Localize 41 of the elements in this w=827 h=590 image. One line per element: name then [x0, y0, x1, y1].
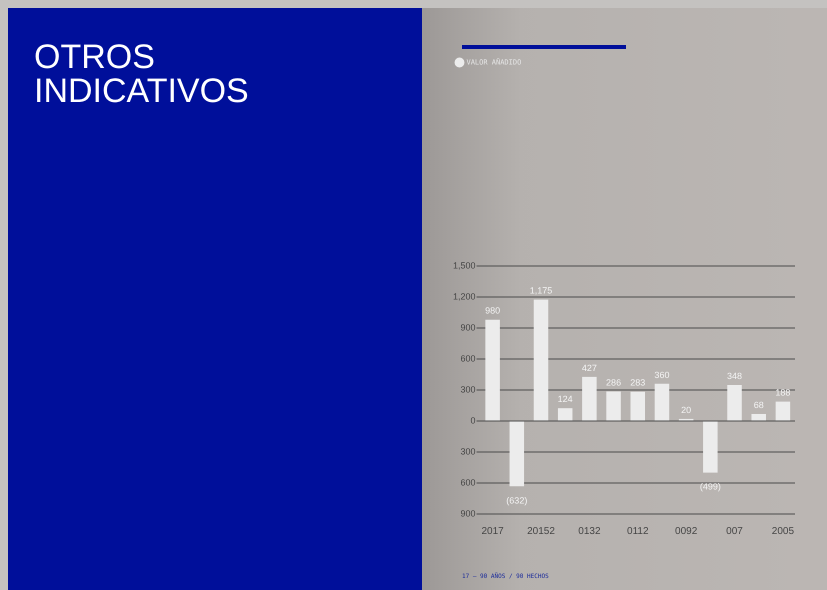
y-tick-label: 0: [470, 415, 476, 426]
bar: [751, 414, 766, 420]
x-tick-label: 0112: [627, 526, 649, 537]
bar: [630, 392, 646, 420]
text: OTROS INDICATIVOS: [34, 38, 250, 110]
x-tick-label: 007: [726, 526, 744, 537]
bar: [606, 391, 621, 420]
x-tick-label: 0132: [578, 526, 601, 537]
y-tick-label: 1,500: [452, 260, 476, 270]
bar: [703, 422, 718, 473]
data-label: 348: [727, 371, 742, 382]
bar: [510, 422, 524, 486]
x-tick-label: 2005: [772, 526, 794, 537]
bar: [654, 384, 670, 420]
bar: [534, 300, 548, 420]
data-label: 360: [654, 370, 670, 380]
data-label: 124: [558, 394, 573, 404]
data-label: 427: [582, 362, 597, 373]
x-tick-label: 2017: [481, 526, 504, 537]
bar: [558, 408, 572, 420]
y-tick-label: 300: [460, 446, 476, 456]
x-tick-label: 0092: [675, 526, 698, 537]
data-label: 20: [681, 404, 692, 415]
y-tick-label: 600: [460, 477, 476, 488]
data-label: 188: [775, 388, 790, 398]
data-label: 68: [754, 400, 764, 410]
y-tick-label: 600: [460, 353, 476, 364]
y-tick-label: 1,200: [452, 291, 476, 302]
y-tick-label: 300: [460, 384, 476, 394]
data-label: 1,175: [530, 286, 552, 296]
y-tick-label: 900: [460, 322, 476, 332]
bar: [776, 402, 790, 420]
data-label: (632): [506, 495, 528, 506]
data-label: 283: [630, 378, 646, 388]
y-tick-label: 900: [460, 508, 476, 518]
x-tick-label: 20152: [527, 526, 556, 537]
bar: [727, 385, 742, 420]
data-label: 286: [606, 377, 622, 388]
bar: [485, 320, 500, 420]
data-label: 980: [485, 306, 500, 316]
bar: [582, 376, 597, 420]
